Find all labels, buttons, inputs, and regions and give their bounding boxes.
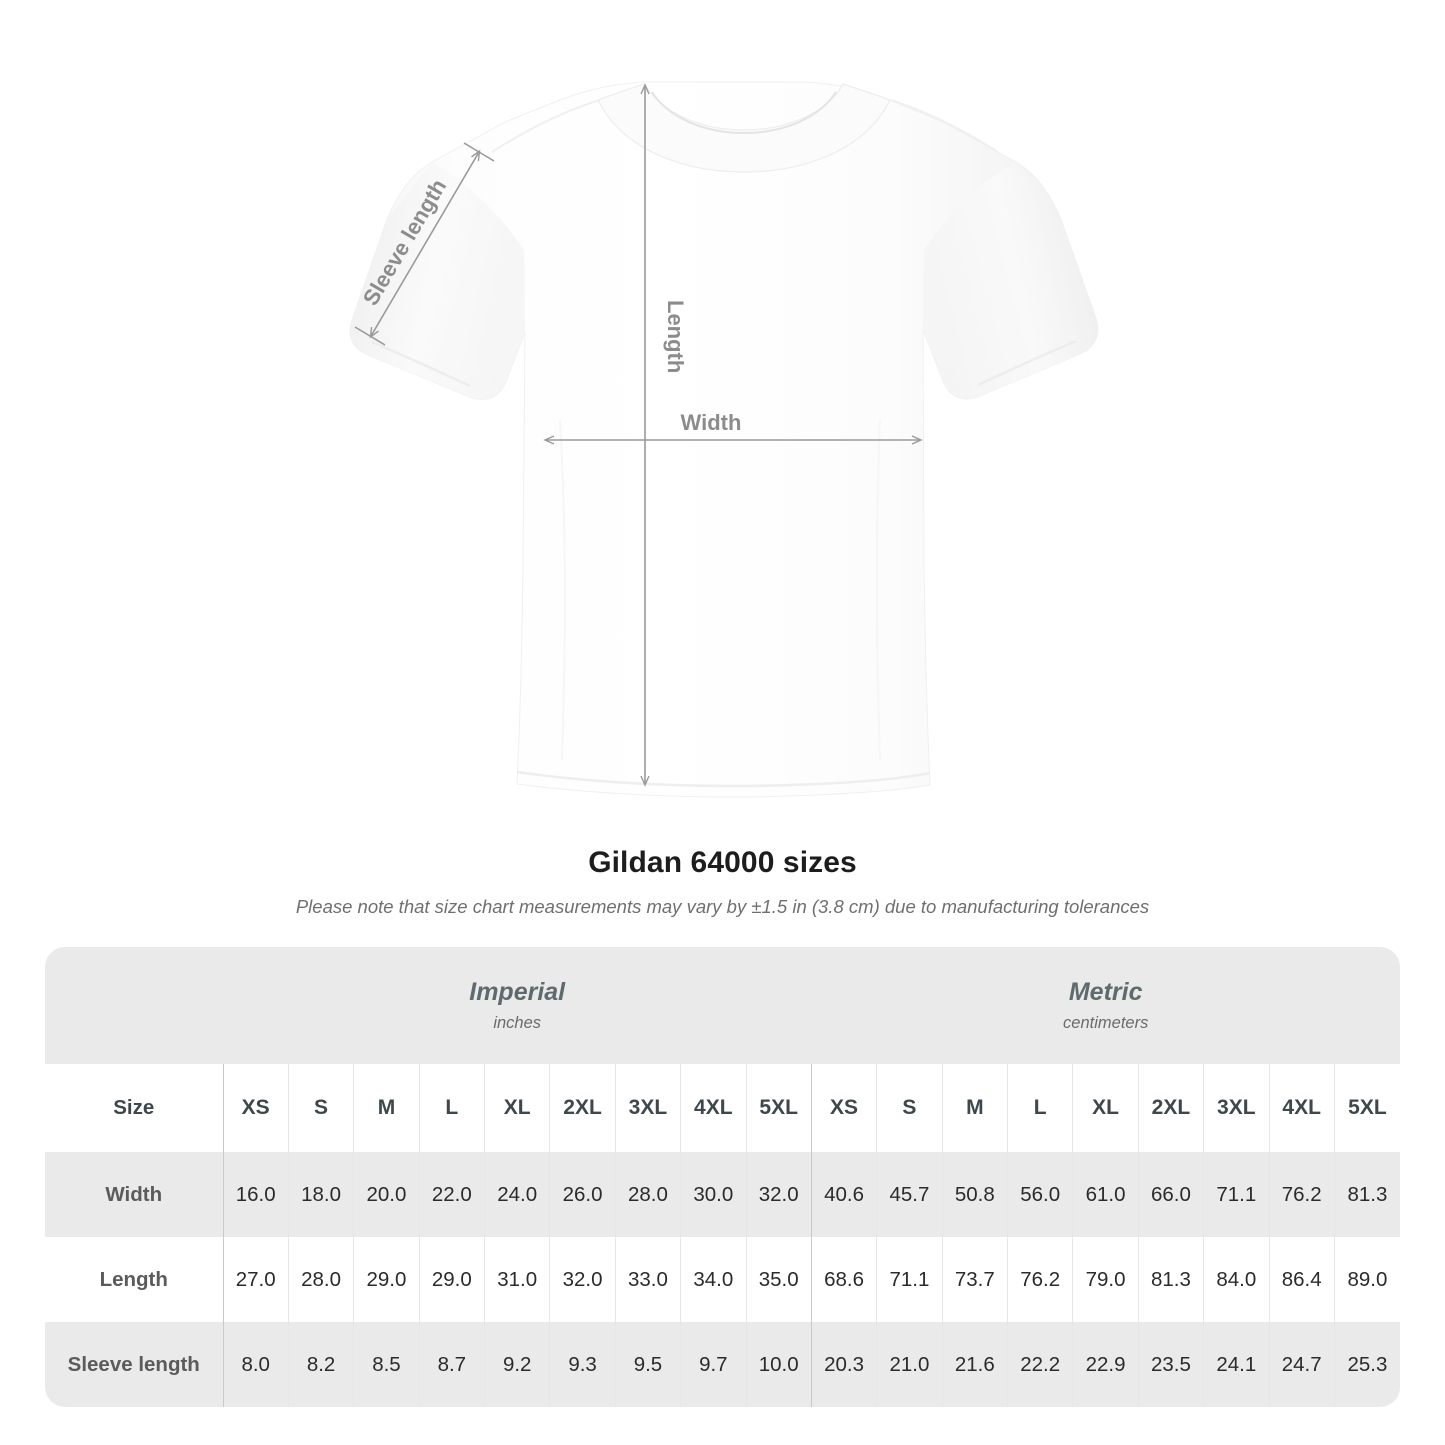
cell-width-metric-xl: 61.0 — [1072, 1152, 1139, 1237]
cell-length-metric-4xl: 86.4 — [1268, 1237, 1335, 1322]
cell-width-imperial-2xl: 26.0 — [549, 1152, 616, 1237]
page-title: Gildan 64000 sizes — [588, 846, 857, 879]
cell-sleeve-length-imperial-m: 8.5 — [353, 1322, 420, 1407]
size-header-metric-xl: XL — [1072, 1064, 1139, 1152]
size-header-metric-2xl: 2XL — [1137, 1064, 1204, 1152]
cell-length-metric-3xl: 84.0 — [1203, 1237, 1269, 1322]
row-label-sleeve-length: Sleeve length — [45, 1322, 223, 1407]
cell-sleeve-length-imperial-s: 8.2 — [287, 1322, 354, 1407]
cell-width-imperial-3xl: 28.0 — [614, 1152, 681, 1237]
table-row: Length 27.0 28.0 29.0 29.0 31.0 32.0 33.0 34.0 35… — [45, 1237, 1400, 1322]
size-header-metric-m: M — [941, 1064, 1008, 1152]
size-header-row: Size XS S M L XL 2XL 3XL 4XL 5XL XS S M L XL 2XL 3XL 4XL 5… — [45, 1064, 1400, 1152]
cell-length-imperial-s: 28.0 — [287, 1237, 354, 1322]
cell-width-metric-s: 45.7 — [876, 1152, 943, 1237]
size-header-imperial-s: S — [287, 1064, 354, 1152]
cell-sleeve-length-imperial-xs: 8.0 — [222, 1322, 289, 1407]
cell-sleeve-length-imperial-l: 8.7 — [418, 1322, 485, 1407]
cell-width-metric-3xl: 71.1 — [1203, 1152, 1269, 1237]
cell-sleeve-length-metric-2xl: 23.5 — [1137, 1322, 1204, 1407]
cell-width-imperial-m: 20.0 — [353, 1152, 420, 1237]
cell-width-metric-m: 50.8 — [941, 1152, 1008, 1237]
cell-length-metric-s: 71.1 — [876, 1237, 943, 1322]
size-header-imperial-m: M — [353, 1064, 420, 1152]
cell-sleeve-length-metric-xl: 22.9 — [1072, 1322, 1139, 1407]
cell-sleeve-length-metric-4xl: 24.7 — [1268, 1322, 1335, 1407]
cell-sleeve-length-metric-s: 21.0 — [876, 1322, 943, 1407]
unit-subtitle: inches — [493, 1014, 542, 1032]
title-block: Gildan 64000 sizes Please note that size… — [0, 845, 1445, 919]
cell-length-imperial-2xl: 32.0 — [549, 1237, 616, 1322]
size-header-metric-xs: XS — [810, 1064, 877, 1152]
unit-banner-row: Imperial inches Metric centimeters — [45, 947, 1400, 1064]
tshirt-illustration: Sleeve length Length Width — [349, 81, 1099, 798]
cell-sleeve-length-imperial-xl: 9.2 — [483, 1322, 550, 1407]
size-header-metric-s: S — [876, 1064, 943, 1152]
size-header-metric-4xl: 4XL — [1268, 1064, 1335, 1152]
cell-width-metric-xs: 40.6 — [810, 1152, 877, 1237]
cell-sleeve-length-imperial-4xl: 9.7 — [680, 1322, 746, 1407]
size-header-imperial-5xl: 5XL — [745, 1064, 812, 1152]
size-header-imperial-3xl: 3XL — [614, 1064, 681, 1152]
unit-name: Metric — [1068, 978, 1143, 1006]
cell-width-imperial-s: 18.0 — [287, 1152, 354, 1237]
cell-length-imperial-m: 29.0 — [353, 1237, 420, 1322]
cell-width-imperial-xs: 16.0 — [222, 1152, 289, 1237]
cell-sleeve-length-metric-3xl: 24.1 — [1203, 1322, 1269, 1407]
size-header-imperial-xl: XL — [483, 1064, 550, 1152]
cell-width-imperial-4xl: 30.0 — [680, 1152, 746, 1237]
cell-length-imperial-5xl: 35.0 — [745, 1237, 812, 1322]
cell-length-imperial-3xl: 33.0 — [614, 1237, 681, 1322]
table-row: Width 16.0 18.0 20.0 22.0 24.0 26.0 28.0 30.0 32.… — [45, 1152, 1400, 1237]
size-header-metric-3xl: 3XL — [1203, 1064, 1269, 1152]
cell-sleeve-length-imperial-3xl: 9.5 — [614, 1322, 681, 1407]
unit-name: Imperial — [469, 978, 566, 1006]
cell-length-metric-xl: 79.0 — [1072, 1237, 1139, 1322]
size-header-label: Size — [45, 1064, 223, 1152]
cell-length-metric-l: 76.2 — [1006, 1237, 1073, 1322]
cell-length-metric-5xl: 89.0 — [1333, 1237, 1400, 1322]
row-label-length: Length — [45, 1237, 223, 1322]
size-chart-table: Imperial inches Metric centimeters Size XS S M L… — [45, 947, 1400, 1407]
size-header-imperial-4xl: 4XL — [680, 1064, 746, 1152]
cell-sleeve-length-imperial-2xl: 9.3 — [549, 1322, 616, 1407]
cell-length-imperial-xs: 27.0 — [222, 1237, 289, 1322]
cell-length-imperial-4xl: 34.0 — [680, 1237, 746, 1322]
size-header-metric-5xl: 5XL — [1333, 1064, 1400, 1152]
size-header-imperial-xs: XS — [222, 1064, 289, 1152]
cell-sleeve-length-metric-m: 21.6 — [941, 1322, 1008, 1407]
cell-width-metric-2xl: 66.0 — [1137, 1152, 1204, 1237]
cell-width-metric-5xl: 81.3 — [1333, 1152, 1400, 1237]
cell-width-imperial-5xl: 32.0 — [745, 1152, 812, 1237]
cell-length-metric-2xl: 81.3 — [1137, 1237, 1204, 1322]
cell-width-imperial-xl: 24.0 — [483, 1152, 550, 1237]
size-header-imperial-2xl: 2XL — [549, 1064, 616, 1152]
size-header-imperial-l: L — [418, 1064, 485, 1152]
length-label: Length — [663, 300, 688, 373]
cell-sleeve-length-metric-5xl: 25.3 — [1333, 1322, 1400, 1407]
sleeve-length-measure — [354, 142, 495, 346]
cell-width-metric-4xl: 76.2 — [1268, 1152, 1335, 1237]
cell-width-imperial-l: 22.0 — [418, 1152, 485, 1237]
cell-sleeve-length-metric-xs: 20.3 — [810, 1322, 877, 1407]
row-label-width: Width — [45, 1152, 223, 1237]
cell-length-metric-xs: 68.6 — [810, 1237, 877, 1322]
cell-width-metric-l: 56.0 — [1006, 1152, 1073, 1237]
cell-sleeve-length-imperial-5xl: 10.0 — [745, 1322, 812, 1407]
cell-length-imperial-l: 29.0 — [418, 1237, 485, 1322]
width-label: Width — [681, 410, 742, 435]
tolerance-note: Please note that size chart measurements… — [295, 896, 1150, 917]
size-header-metric-l: L — [1006, 1064, 1073, 1152]
cell-length-metric-m: 73.7 — [941, 1237, 1008, 1322]
cell-length-imperial-xl: 31.0 — [483, 1237, 550, 1322]
table-row: Sleeve length 8.0 8.2 8.5 8.7 9.2 9.3 9.5 9.7 10.… — [45, 1322, 1400, 1407]
unit-banner-spacer — [45, 947, 223, 1064]
cell-sleeve-length-metric-l: 22.2 — [1006, 1322, 1073, 1407]
unit-subtitle: centimeters — [1063, 1014, 1149, 1032]
tshirt-diagram: Sleeve length Length Width — [349, 81, 1099, 798]
unit-header-imperial: Imperial inches — [223, 947, 812, 1064]
unit-header-metric: Metric centimeters — [811, 947, 1400, 1064]
